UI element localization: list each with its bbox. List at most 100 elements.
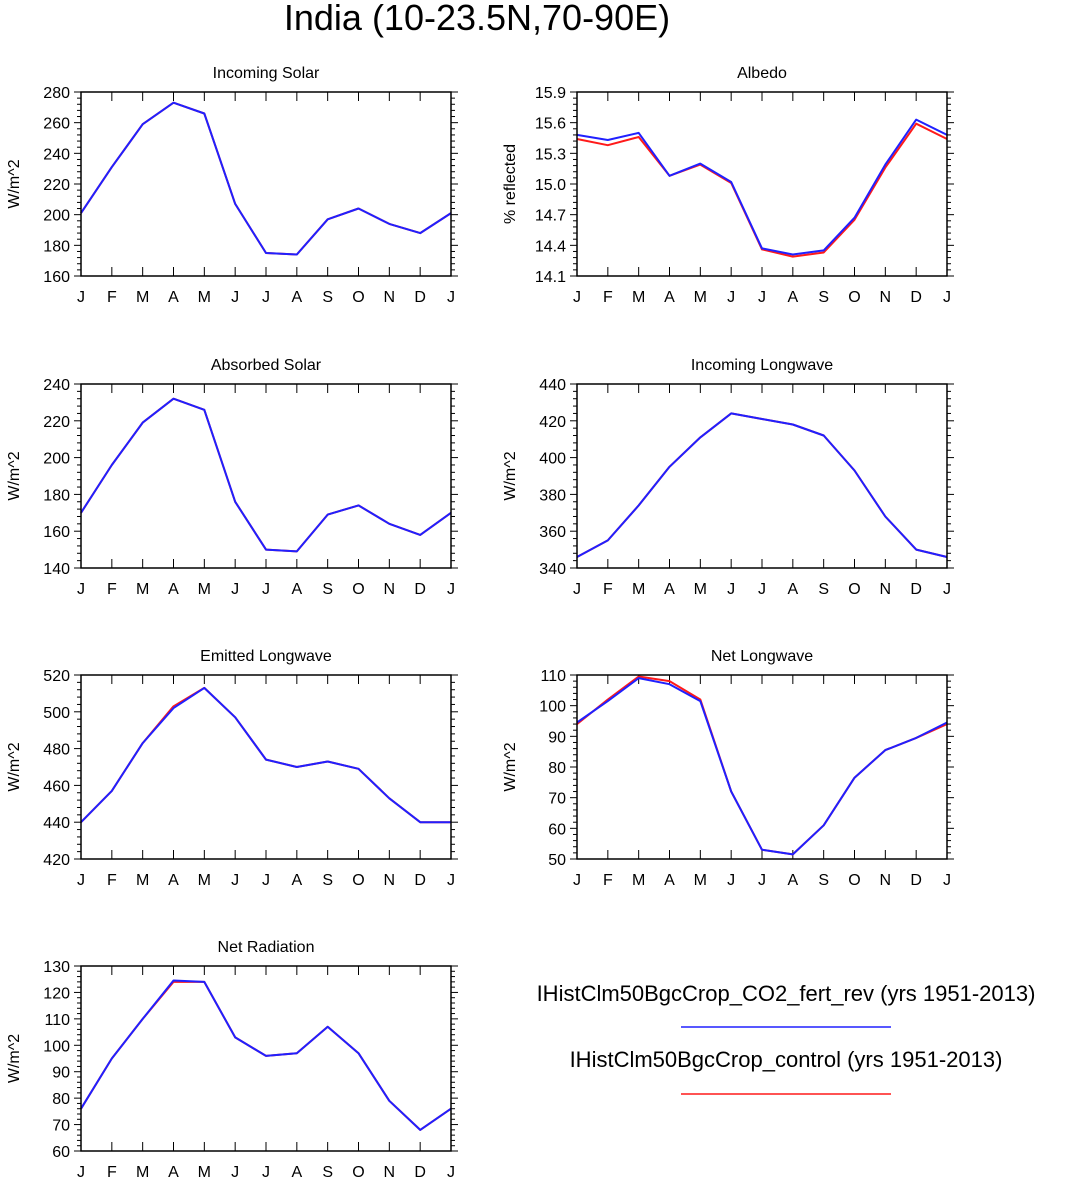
y-tick-label: 520 [43, 668, 70, 685]
x-tick-label: F [107, 581, 117, 598]
y-tick-label: 280 [43, 85, 70, 102]
panel-title: Incoming Solar [213, 65, 320, 82]
x-tick-label: J [77, 872, 85, 889]
series-line-fert-rev [80, 397, 452, 553]
y-tick-label: 15.0 [535, 177, 566, 194]
y-tick-label: 120 [43, 985, 70, 1002]
panel-title: Net Radiation [218, 939, 315, 956]
x-tick-label: M [198, 581, 211, 598]
x-tick-label: J [447, 289, 455, 306]
x-tick-label: S [818, 581, 829, 598]
y-tick-label: 80 [52, 1091, 70, 1108]
x-tick-label: N [384, 872, 396, 889]
y-tick-label: 220 [43, 177, 70, 194]
x-tick-label: A [168, 289, 179, 306]
x-tick-label: J [943, 581, 951, 598]
y-axis-label: W/m^2 [6, 742, 23, 791]
x-tick-label: A [664, 289, 675, 306]
x-tick-label: J [262, 289, 270, 306]
x-tick-label: J [231, 289, 239, 306]
x-tick-label: J [231, 1164, 239, 1181]
x-tick-label: A [168, 581, 179, 598]
x-tick-label: J [447, 1164, 455, 1181]
x-tick-label: A [291, 581, 302, 598]
x-tick-label: J [727, 581, 735, 598]
x-tick-label: J [77, 1164, 85, 1181]
x-tick-label: S [322, 872, 333, 889]
x-tick-label: J [262, 581, 270, 598]
x-tick-label: M [694, 872, 707, 889]
chart-panel-2: Absorbed Solar W/m^2 J F M A M J J A S O N D J 140 160 18… [6, 357, 458, 598]
y-tick-label: 240 [43, 377, 70, 394]
x-tick-label: J [573, 581, 581, 598]
x-tick-label: A [787, 872, 798, 889]
x-tick-label: N [384, 289, 396, 306]
x-tick-label: J [943, 872, 951, 889]
series-line-control [576, 122, 948, 258]
x-tick-label: M [694, 581, 707, 598]
series-line-fert-rev [576, 412, 948, 558]
y-tick-label: 80 [548, 760, 566, 777]
chart-panel-3: Incoming Longwave W/m^2 J F M A M J J A S O N D J 340 36… [502, 357, 954, 598]
y-tick-label: 260 [43, 116, 70, 133]
y-tick-label: 440 [43, 815, 70, 832]
x-tick-label: N [880, 872, 892, 889]
x-tick-label: F [603, 581, 613, 598]
plot-frame [576, 674, 948, 860]
series-line-fert-rev [576, 118, 948, 256]
y-tick-label: 70 [52, 1118, 70, 1135]
y-tick-label: 180 [43, 238, 70, 255]
y-tick-label: 180 [43, 487, 70, 504]
y-tick-label: 420 [539, 414, 566, 431]
x-tick-label: A [787, 289, 798, 306]
x-tick-label: M [136, 1164, 149, 1181]
y-axis-label: W/m^2 [502, 451, 519, 500]
panel-title: Net Longwave [711, 648, 813, 665]
y-tick-label: 90 [548, 729, 566, 746]
x-tick-label: J [231, 581, 239, 598]
x-tick-label: J [943, 289, 951, 306]
series-line-fert-rev [80, 101, 452, 256]
x-tick-label: M [136, 289, 149, 306]
x-tick-label: J [573, 872, 581, 889]
plot-frame [80, 674, 452, 860]
x-tick-label: N [880, 581, 892, 598]
x-tick-label: F [603, 872, 613, 889]
x-tick-label: M [198, 1164, 211, 1181]
legend-label-control: IHistClm50BgcCrop_control (yrs 1951-2013… [570, 1047, 1003, 1072]
y-tick-label: 110 [540, 668, 566, 685]
x-tick-label: F [603, 289, 613, 306]
y-tick-label: 140 [43, 561, 70, 578]
chart-panel-0: Incoming Solar W/m^2 J F M A M J J A S O N D J 160 180 20… [6, 65, 458, 306]
x-tick-label: M [694, 289, 707, 306]
x-tick-label: D [910, 581, 922, 598]
y-tick-label: 200 [43, 451, 70, 468]
y-tick-label: 15.6 [535, 116, 566, 133]
series-line-control [80, 101, 452, 256]
x-tick-label: O [848, 289, 860, 306]
x-tick-label: F [107, 289, 117, 306]
x-tick-label: S [322, 581, 333, 598]
y-tick-label: 100 [43, 1038, 70, 1055]
x-tick-label: J [262, 1164, 270, 1181]
panel-title: Emitted Longwave [200, 648, 332, 665]
y-tick-label: 14.4 [535, 238, 566, 255]
x-tick-label: A [664, 581, 675, 598]
x-tick-label: A [168, 872, 179, 889]
x-tick-label: F [107, 1164, 117, 1181]
y-tick-label: 60 [548, 821, 566, 838]
y-tick-label: 50 [548, 852, 566, 869]
x-tick-label: J [447, 872, 455, 889]
chart-panel-4: Emitted Longwave W/m^2 J F M A M J J A S O N D J 420 440… [6, 648, 458, 889]
x-tick-label: O [848, 872, 860, 889]
plot-frame [576, 383, 948, 569]
y-tick-label: 60 [52, 1144, 70, 1161]
y-tick-label: 14.1 [535, 269, 566, 286]
x-tick-label: N [384, 581, 396, 598]
x-tick-label: J [77, 289, 85, 306]
x-tick-label: A [291, 872, 302, 889]
plot-frame [80, 91, 452, 277]
x-tick-label: O [352, 872, 364, 889]
x-tick-label: O [352, 581, 364, 598]
x-tick-label: A [291, 1164, 302, 1181]
